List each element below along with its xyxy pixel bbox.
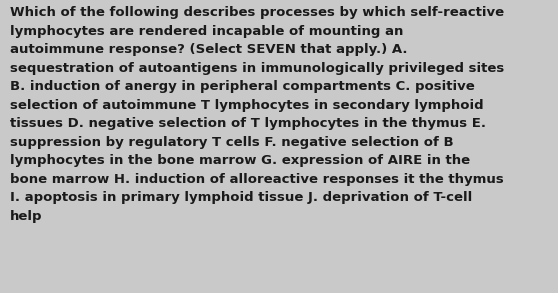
Text: Which of the following describes processes by which self-reactive
lymphocytes ar: Which of the following describes process… xyxy=(10,6,504,223)
